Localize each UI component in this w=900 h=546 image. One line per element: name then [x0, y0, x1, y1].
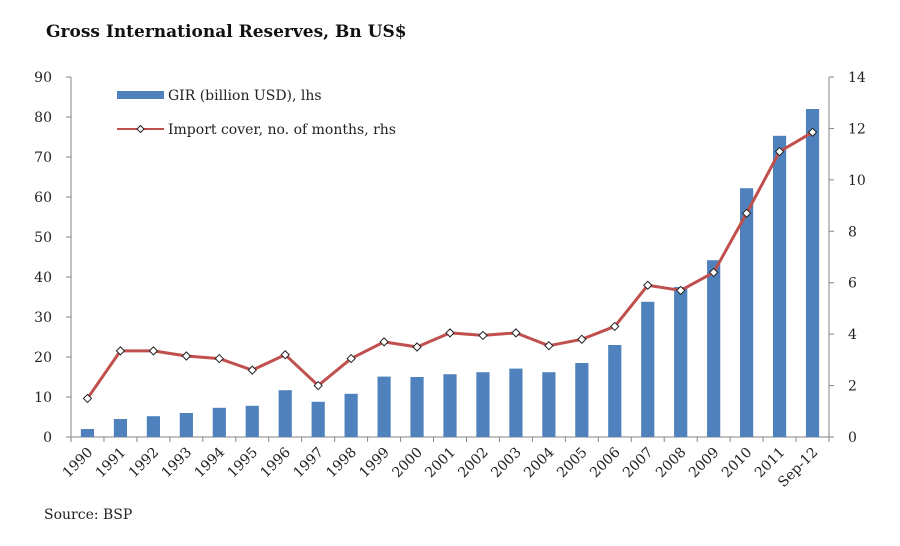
y-tick-label-right: 2	[848, 379, 857, 395]
x-tick-label: 1998	[323, 445, 360, 482]
import-cover-line	[86, 130, 814, 400]
x-tick-label: 2000	[389, 445, 426, 482]
x-tick-label: 1992	[126, 445, 163, 482]
bar-1993	[179, 413, 193, 437]
line-point-2005	[577, 334, 587, 344]
y-tick-label-right: 4	[848, 327, 857, 343]
line-point-1993	[181, 351, 192, 361]
bar-1991	[113, 419, 128, 437]
line-point-1991	[115, 346, 126, 356]
y-tick-label-left: 80	[34, 110, 52, 126]
legend-label-bar: GIR (billion USD), lhs	[168, 88, 322, 104]
bar-2006	[608, 345, 622, 437]
legend-swatch-bar	[117, 91, 164, 99]
x-tick-label: 1991	[93, 445, 130, 482]
line-point-2000	[412, 342, 422, 352]
bar-2004	[542, 372, 556, 437]
y-tick-label-left: 70	[34, 150, 52, 166]
x-tick-label: 2003	[488, 445, 525, 482]
line-point-2001	[445, 328, 455, 338]
bar-1992	[146, 416, 160, 437]
y-tick-label-left: 90	[34, 70, 52, 86]
x-tick-label: 2002	[455, 445, 492, 482]
bar-Sep-12	[805, 109, 820, 437]
x-tick-label: 2005	[554, 445, 591, 482]
chart-title: Gross International Reserves, Bn US$	[46, 22, 407, 42]
x-tick-label: 2007	[620, 445, 657, 482]
bar-1996	[278, 390, 292, 437]
line-point-2008	[675, 285, 686, 296]
line-point-1992	[148, 346, 159, 356]
bar-2011	[772, 135, 787, 438]
line-point-1997	[313, 380, 323, 391]
y-tick-label-right: 0	[848, 430, 857, 446]
x-tick-label: 1999	[356, 445, 393, 482]
y-tick-label-right: 14	[848, 70, 866, 86]
line-point-2003	[511, 328, 521, 338]
line-point-2006	[610, 321, 620, 332]
y-tick-label-left: 30	[34, 310, 52, 326]
line-point-2007	[643, 280, 653, 290]
x-tick-label: 2004	[521, 444, 558, 481]
x-tick-label: 1990	[60, 445, 97, 482]
y-tick-label-left: 10	[34, 390, 52, 406]
line-point-2002	[478, 330, 488, 341]
y-tick-label-left: 20	[34, 350, 52, 366]
y-tick-label-left: 60	[34, 190, 52, 206]
x-tick-label: 1997	[290, 445, 327, 482]
bar-series	[80, 109, 820, 438]
bar-2010	[740, 188, 754, 437]
legend-label-line: Import cover, no. of months, rhs	[168, 122, 396, 138]
bar-2007	[641, 301, 655, 437]
line-point-2010	[741, 208, 752, 218]
y-tick-label-right: 12	[848, 121, 866, 137]
legend-marker-diamond	[136, 124, 145, 134]
x-tick-label: 1994	[192, 444, 229, 481]
x-tick-label: 2010	[719, 445, 756, 482]
y-tick-label-right: 8	[848, 224, 857, 240]
y-tick-label-left: 50	[34, 230, 52, 246]
bar-1995	[245, 405, 259, 437]
bar-1997	[311, 401, 325, 437]
line-point-2011	[774, 146, 785, 157]
bar-1999	[377, 376, 391, 437]
bar-2003	[509, 368, 523, 437]
y-tick-label-left: 40	[34, 270, 52, 286]
bar-2002	[476, 372, 490, 437]
bar-1998	[344, 393, 358, 437]
x-tick-label: 2008	[653, 445, 690, 482]
y-tick-label-right: 10	[848, 173, 866, 189]
x-tick-label: 1996	[258, 444, 295, 481]
y-tick-label-right: 6	[848, 276, 857, 292]
line-point-1996	[280, 350, 290, 360]
line-point-1999	[379, 337, 389, 347]
x-tick-label: 2001	[422, 445, 459, 482]
line-point-Sep-12	[807, 127, 818, 137]
bar-2000	[410, 377, 424, 437]
x-tick-label: 1993	[159, 445, 196, 482]
line-point-1990	[82, 393, 93, 404]
x-tick-label: 2006	[587, 444, 624, 481]
legend: GIR (billion USD), lhs Import cover, no.…	[117, 88, 396, 138]
bar-2005	[575, 363, 589, 437]
x-tick-label: 1995	[225, 445, 262, 482]
source-note: Source: BSP	[44, 507, 132, 523]
line-point-2004	[544, 341, 554, 351]
line-point-2009	[708, 267, 719, 278]
line-series	[82, 127, 818, 404]
x-tick-label: 2009	[686, 445, 723, 482]
y-tick-label-left: 0	[43, 430, 52, 446]
bar-2001	[443, 374, 457, 437]
bar-2008	[674, 287, 688, 437]
line-point-1998	[346, 353, 356, 364]
bar-1990	[80, 429, 95, 437]
bar-2009	[707, 260, 721, 437]
line-point-1994	[214, 353, 225, 364]
bar-1994	[212, 407, 226, 437]
line-point-1995	[247, 365, 257, 375]
